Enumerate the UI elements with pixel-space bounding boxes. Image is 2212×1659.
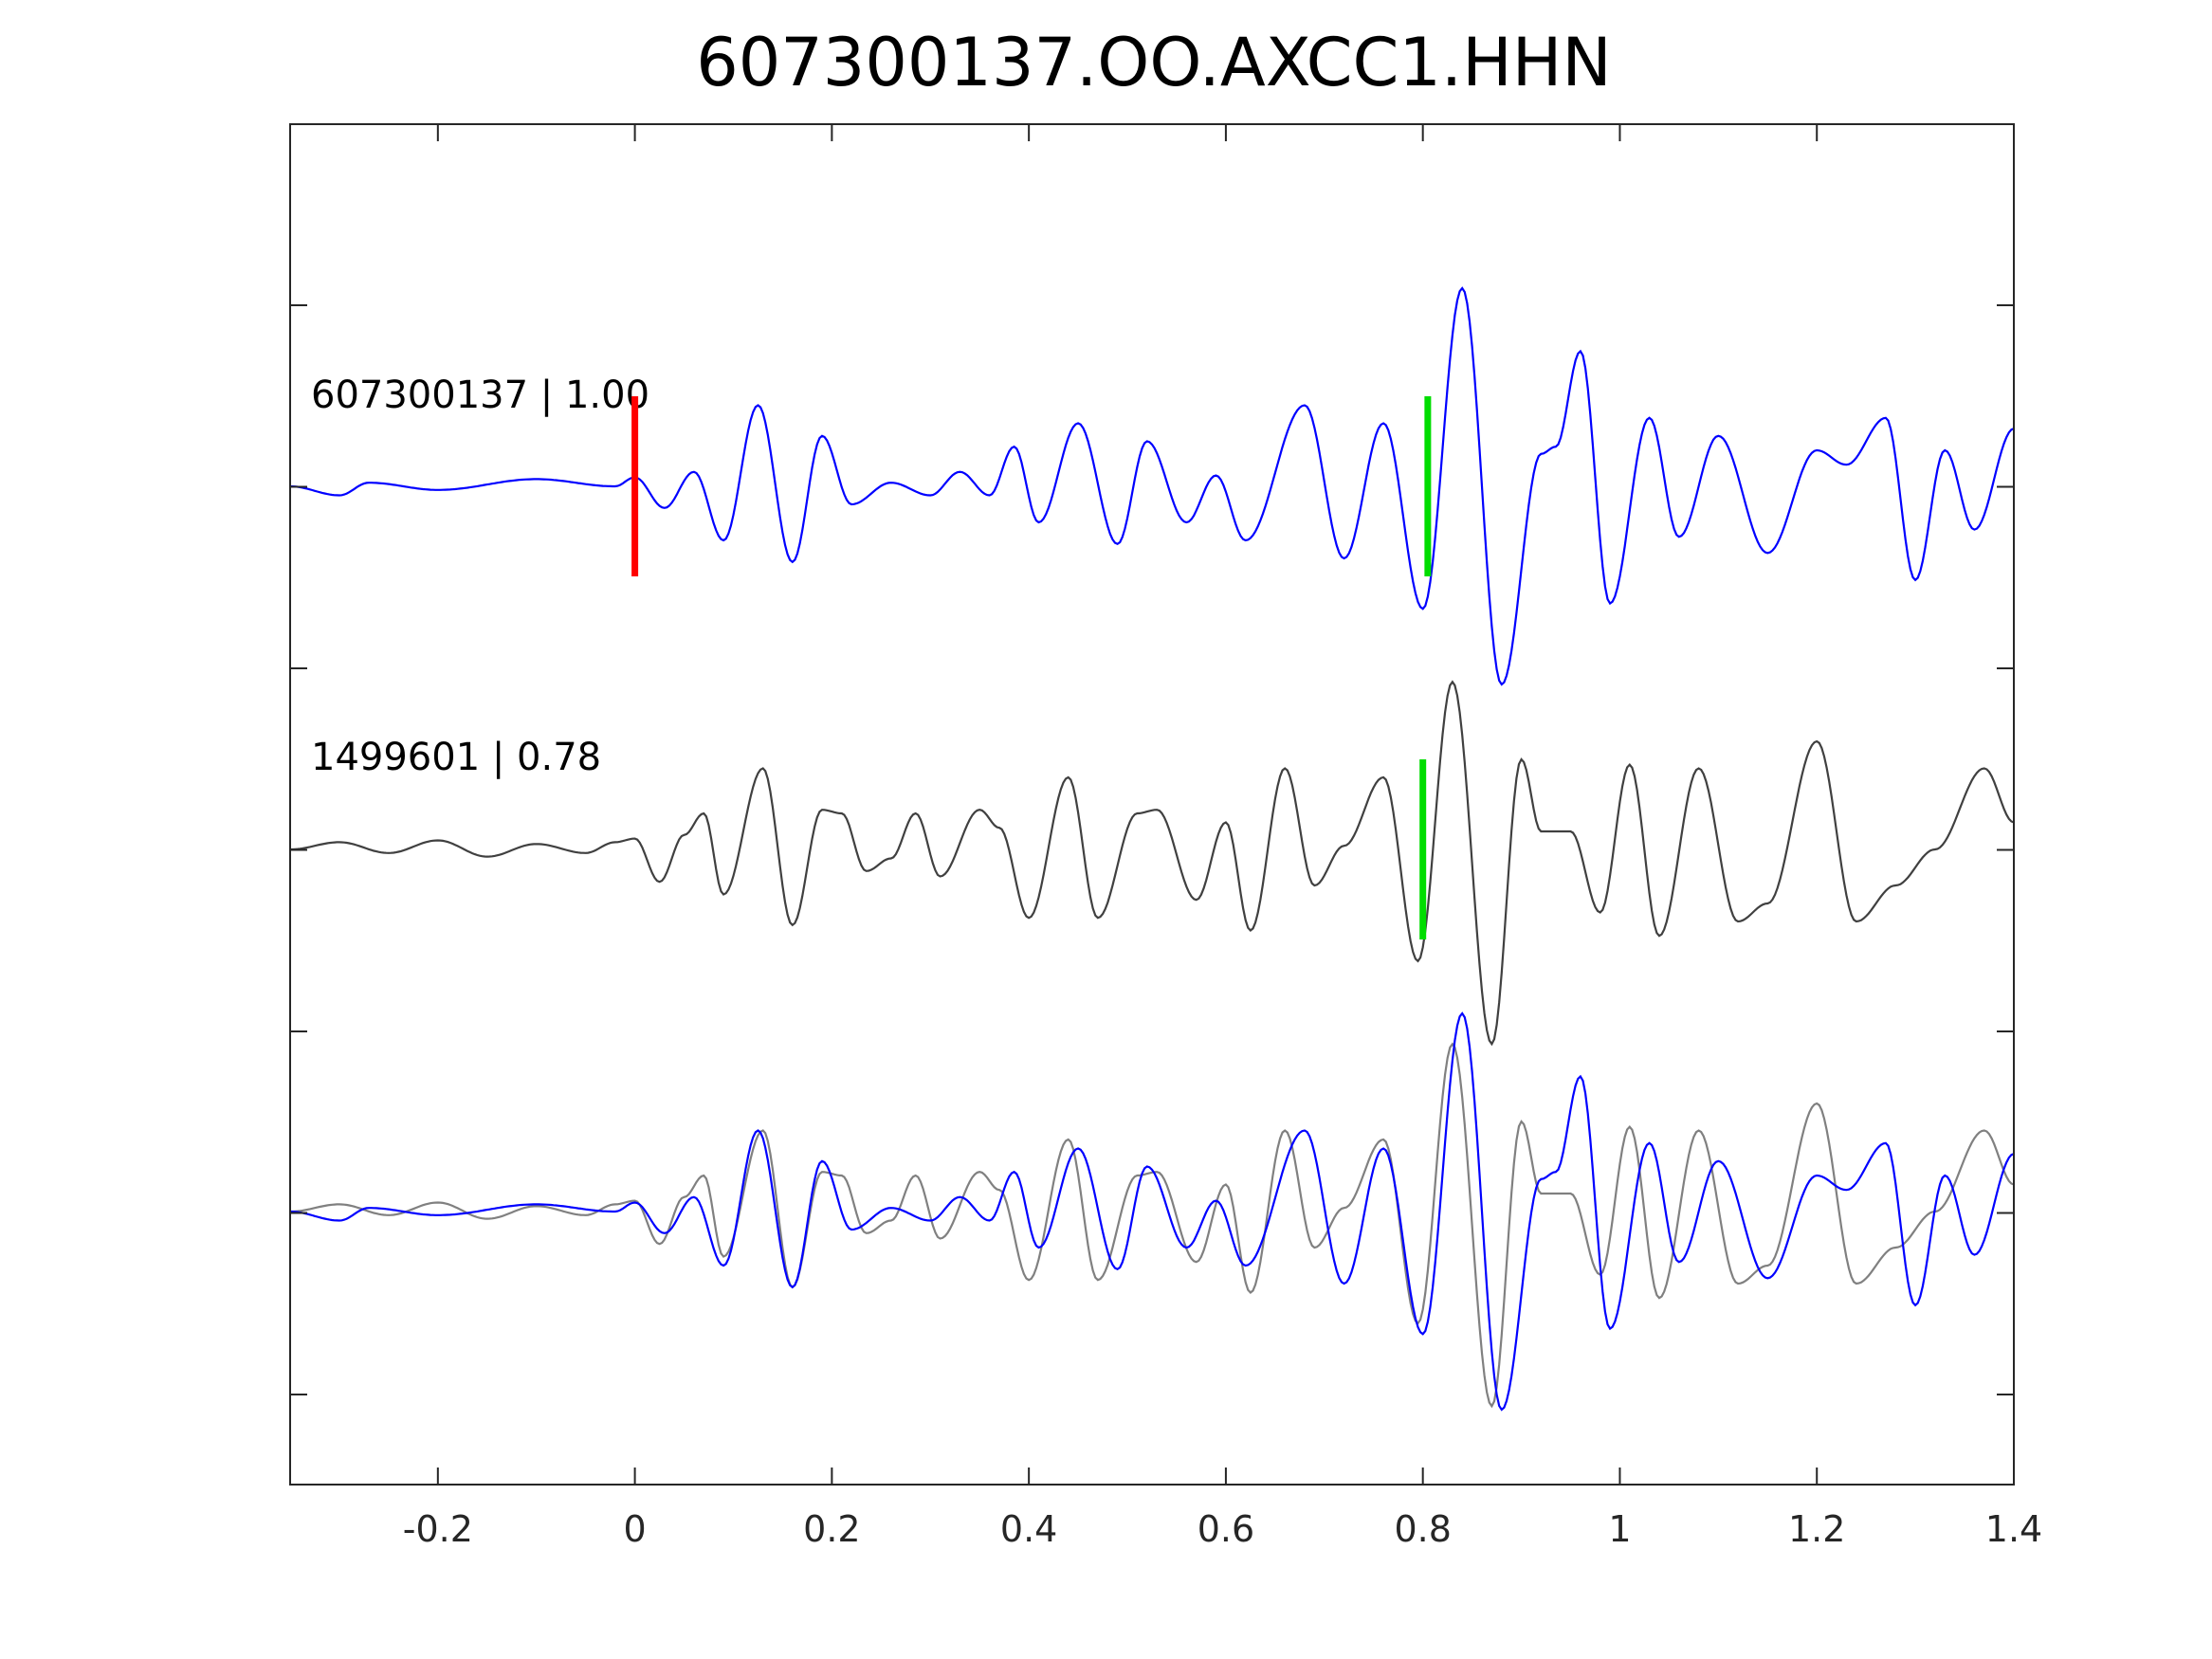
trace-line-2 <box>290 680 2015 1047</box>
overlay-trace-2 <box>290 1042 2015 1409</box>
x-tick-label-6: 1 <box>1608 1508 1631 1550</box>
pick-markers <box>631 396 1432 939</box>
x-tick-label-2: 0.2 <box>803 1508 860 1550</box>
axes: -0.2 0 0.2 0.4 0.6 0.8 1 1.2 1.4 <box>289 123 2042 1550</box>
x-tick-label-0: -0.2 <box>403 1508 473 1550</box>
trace-line-1 <box>289 286 2015 686</box>
trace-label-2: 1499601 | 0.78 <box>311 736 601 779</box>
overlay-trace-1 <box>289 1012 2015 1412</box>
x-tick-label-4: 0.6 <box>1197 1508 1254 1550</box>
traces-layer <box>289 286 2015 1412</box>
x-tick-label-1: 0 <box>624 1508 647 1550</box>
x-tick-label-5: 0.8 <box>1394 1508 1451 1550</box>
trace-label-1: 607300137 | 1.00 <box>311 374 649 417</box>
chart-title: 607300137.OO.AXCC1.HHN <box>696 24 1612 101</box>
x-tick-label-8: 1.4 <box>1985 1508 2042 1550</box>
x-tick-label-7: 1.2 <box>1788 1508 1845 1550</box>
trace-labels: 607300137 | 1.00 1499601 | 0.78 <box>311 374 649 779</box>
x-tick-label-3: 0.4 <box>1000 1508 1057 1550</box>
axes-box <box>289 123 2015 1486</box>
